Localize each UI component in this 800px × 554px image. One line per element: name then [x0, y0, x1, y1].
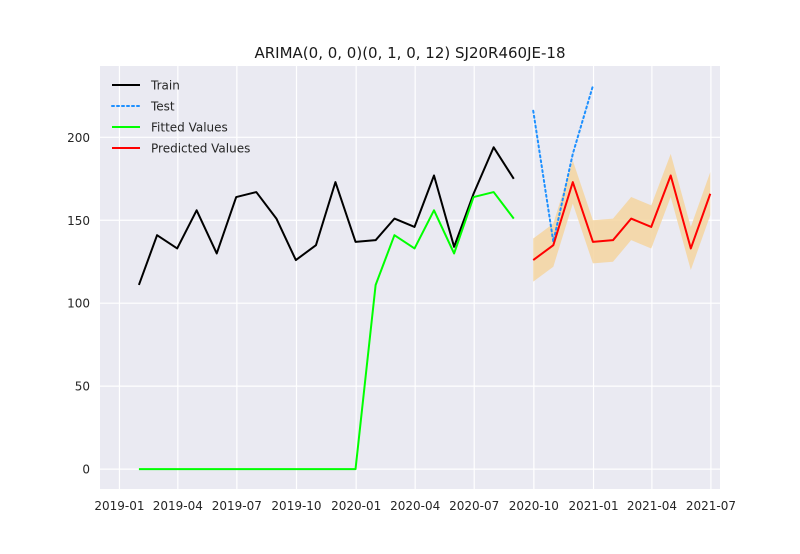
x-tick-label: 2019-07	[212, 499, 262, 513]
y-tick-label: 150	[67, 214, 90, 228]
x-tick-label: 2020-07	[449, 499, 499, 513]
x-tick-label: 2020-01	[331, 499, 381, 513]
x-tick-label: 2021-07	[686, 499, 736, 513]
x-tick-label: 2020-10	[509, 499, 559, 513]
series-layer	[137, 84, 712, 471]
series-line-test	[532, 84, 594, 243]
x-tick-label: 2021-04	[627, 499, 677, 513]
tick-labels: 2019-01 2019-04 2019-07 2019-10 2020-01 2020-…	[67, 131, 736, 513]
x-tick-label: 2021-01	[568, 499, 618, 513]
x-tick-label: 2019-04	[153, 499, 203, 513]
y-tick-label: 0	[82, 463, 90, 477]
grid-lines	[100, 66, 720, 489]
y-tick-label: 200	[67, 131, 90, 145]
legend-label: Test	[150, 100, 175, 114]
legend-label: Fitted Values	[151, 121, 228, 135]
y-tick-label: 100	[67, 297, 90, 311]
series-line-train	[137, 146, 515, 286]
legend-label: Train	[150, 79, 180, 93]
x-tick-label: 2019-10	[271, 499, 321, 513]
series-line-fitted-values	[138, 191, 515, 471]
legend: Train Test Fitted Values Predicted Values	[111, 79, 250, 156]
legend-label: Predicted Values	[151, 142, 250, 156]
y-tick-label: 50	[75, 380, 90, 394]
series-line-predicted-values	[532, 174, 712, 261]
x-tick-label: 2020-04	[390, 499, 440, 513]
plot-area	[100, 66, 720, 489]
chart-title: ARIMA(0, 0, 0)(0, 1, 0, 12) SJ20R460JE-1…	[254, 44, 565, 62]
x-tick-label: 2019-01	[94, 499, 144, 513]
